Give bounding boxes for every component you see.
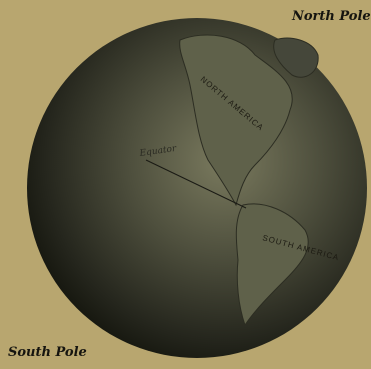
equator-line: [145, 159, 247, 209]
greenland: [273, 37, 319, 78]
south-america: [235, 203, 309, 327]
north-america: [179, 34, 293, 207]
north-pole-label: North Pole: [291, 9, 371, 24]
south-pole-label: South Pole: [8, 345, 87, 360]
